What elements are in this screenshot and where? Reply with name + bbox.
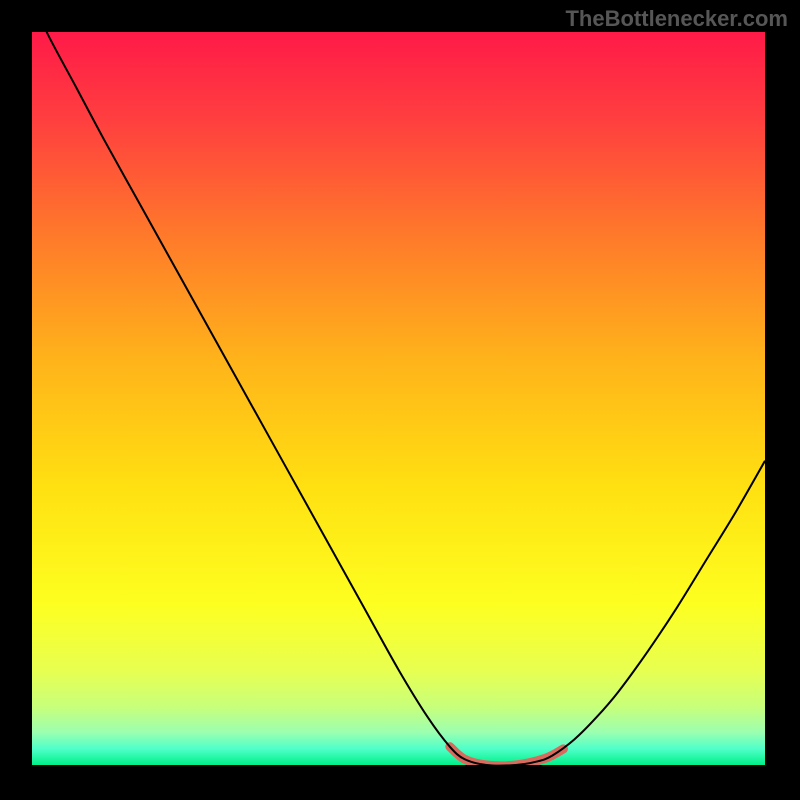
plot-area bbox=[32, 32, 765, 765]
watermark-text: TheBottlenecker.com bbox=[565, 6, 788, 32]
bottom-highlight-path bbox=[450, 747, 564, 765]
bottleneck-curve bbox=[32, 32, 765, 765]
chart-container: TheBottlenecker.com bbox=[0, 0, 800, 800]
chart-svg bbox=[32, 32, 765, 765]
